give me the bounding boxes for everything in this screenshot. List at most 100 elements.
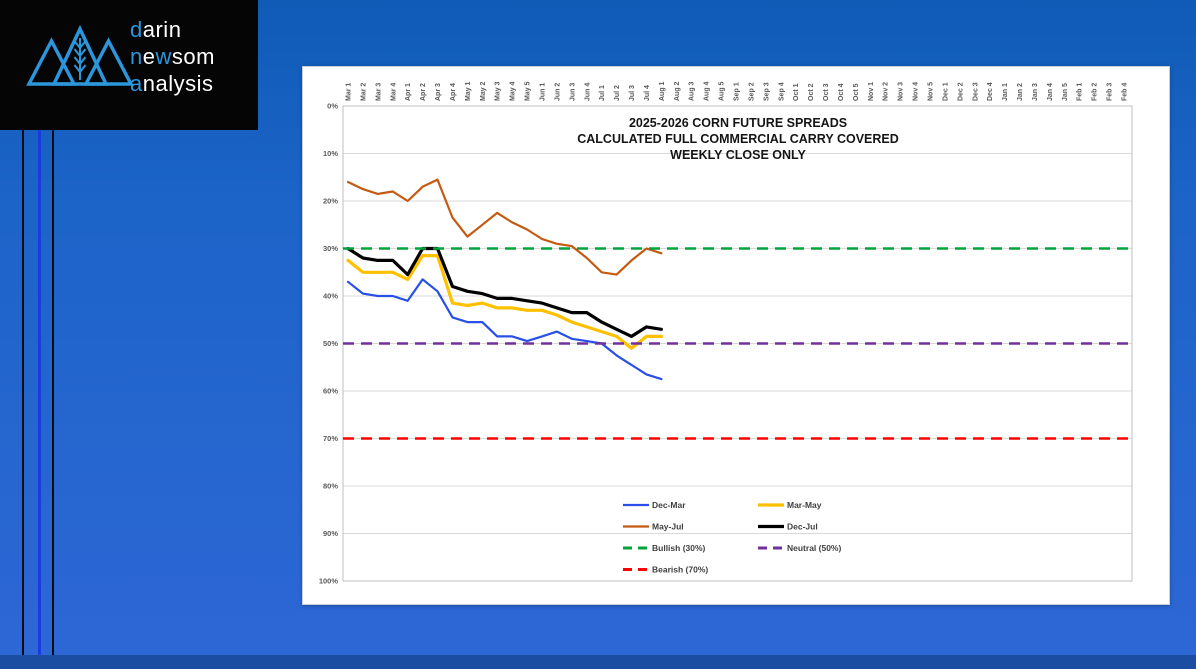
svg-text:Feb 1: Feb 1: [1077, 83, 1084, 101]
svg-text:WEEKLY CLOSE ONLY: WEEKLY CLOSE ONLY: [670, 148, 806, 162]
svg-text:Oct 4: Oct 4: [838, 83, 845, 101]
middle-triangle: [51, 24, 109, 86]
svg-text:20%: 20%: [323, 197, 338, 206]
svg-text:Sep 3: Sep 3: [763, 82, 770, 101]
mountain-triangles-wheat-icon: [26, 24, 134, 86]
svg-text:Sep 1: Sep 1: [733, 82, 740, 101]
svg-text:Apr 4: Apr 4: [450, 83, 457, 101]
legend-label: Dec-Jul: [787, 522, 818, 532]
svg-text:Nov 4: Nov 4: [913, 82, 920, 101]
svg-text:May 4: May 4: [510, 81, 517, 101]
svg-text:Jul 4: Jul 4: [644, 85, 651, 101]
brand-name: darin newsom analysis: [130, 16, 215, 97]
svg-text:CALCULATED FULL COMMERCIAL CAR: CALCULATED FULL COMMERCIAL CARRY COVERED: [577, 132, 899, 146]
svg-text:80%: 80%: [323, 482, 338, 491]
svg-text:May 2: May 2: [480, 81, 487, 101]
series-line-dec-mar: [346, 278, 663, 381]
svg-text:Dec 1: Dec 1: [942, 82, 949, 101]
svg-text:Jan 1: Jan 1: [1002, 83, 1009, 101]
svg-text:Apr 2: Apr 2: [420, 83, 427, 101]
brand-line-3: analysis: [130, 71, 214, 96]
series-line-may-jul: [346, 178, 663, 276]
svg-text:Aug 2: Aug 2: [674, 81, 681, 101]
legend: Dec-Mar Mar-May May-Jul Dec-Jul Bullish (30%…: [623, 500, 841, 575]
left-triangle: [26, 37, 77, 86]
series-line-mar-may: [346, 254, 663, 350]
svg-text:Mar 4: Mar 4: [390, 83, 397, 101]
legend-label: Neutral (50%): [787, 543, 841, 553]
svg-text:Oct 5: Oct 5: [853, 83, 860, 101]
pinstripe-right-black: [52, 130, 54, 656]
svg-text:Jun 4: Jun 4: [584, 83, 591, 101]
svg-text:Nov 3: Nov 3: [898, 82, 905, 101]
legend-label: Bearish (70%): [652, 565, 708, 575]
pinstripe-center-blue: [38, 130, 41, 656]
svg-text:Jun 3: Jun 3: [569, 83, 576, 101]
svg-text:Jul 2: Jul 2: [614, 85, 621, 101]
svg-text:Jan 3: Jan 3: [1032, 83, 1039, 101]
svg-text:May 1: May 1: [465, 81, 472, 101]
svg-text:2025-2026 CORN FUTURE SPREADS: 2025-2026 CORN FUTURE SPREADS: [629, 116, 847, 130]
series-line-dec-jul: [346, 246, 663, 338]
svg-text:Oct 1: Oct 1: [793, 83, 800, 101]
y-axis-labels: 0% 10% 20% 30% 40% 50% 60% 70% 80% 90% 100%: [319, 102, 339, 586]
svg-text:Mar 1: Mar 1: [346, 83, 353, 101]
pinstripe-left-black: [22, 130, 24, 656]
svg-text:Jan 5: Jan 5: [1062, 83, 1069, 101]
svg-text:Aug 4: Aug 4: [704, 81, 711, 101]
svg-text:Aug 1: Aug 1: [659, 81, 666, 101]
svg-text:10%: 10%: [323, 149, 338, 158]
svg-text:30%: 30%: [323, 244, 338, 253]
svg-text:40%: 40%: [323, 292, 338, 301]
svg-text:90%: 90%: [323, 529, 338, 538]
series-lines: [346, 178, 663, 381]
svg-text:Feb 4: Feb 4: [1121, 83, 1128, 101]
legend-label: Dec-Mar: [652, 500, 686, 510]
svg-text:May 5: May 5: [525, 81, 532, 101]
legend-label: May-Jul: [652, 522, 684, 532]
svg-text:70%: 70%: [323, 434, 338, 443]
svg-text:Sep 2: Sep 2: [748, 82, 755, 101]
chart-title: 2025-2026 CORN FUTURE SPREADS CALCULATED …: [577, 116, 899, 162]
footer-bar: [0, 655, 1196, 669]
legend-label: Mar-May: [787, 500, 822, 510]
svg-text:Oct 3: Oct 3: [823, 83, 830, 101]
brand-line-1: darin: [130, 17, 182, 42]
svg-text:0%: 0%: [327, 102, 338, 111]
chart-panel: 0% 10% 20% 30% 40% 50% 60% 70% 80% 90% 100% Mar 1 Ma…: [302, 66, 1170, 605]
svg-text:Feb 2: Feb 2: [1092, 83, 1099, 101]
svg-text:Jul 3: Jul 3: [629, 85, 636, 101]
svg-text:100%: 100%: [319, 577, 339, 586]
svg-text:Jul 1: Jul 1: [599, 85, 606, 101]
reference-lines: [343, 247, 1132, 440]
brand-line-2: newsom: [130, 44, 215, 69]
svg-text:Mar 2: Mar 2: [360, 83, 367, 101]
svg-text:Apr 1: Apr 1: [405, 83, 412, 101]
svg-text:May 3: May 3: [495, 81, 502, 101]
svg-text:Jan 2: Jan 2: [1017, 83, 1024, 101]
svg-text:Nov 1: Nov 1: [868, 82, 875, 101]
svg-text:Mar 3: Mar 3: [375, 83, 382, 101]
legend-label: Bullish (30%): [652, 543, 706, 553]
svg-text:Dec 4: Dec 4: [987, 82, 994, 101]
svg-text:Nov 2: Nov 2: [883, 82, 890, 101]
wheat-ear: [73, 38, 87, 80]
svg-text:50%: 50%: [323, 339, 338, 348]
corn-spreads-chart: 0%10%20%30%40%50%60%70%80%90%100%Mar 1 Ma…: [319, 81, 1133, 586]
svg-text:Jan 4: Jan 4: [1047, 83, 1054, 101]
svg-text:60%: 60%: [323, 387, 338, 396]
svg-text:Dec 3: Dec 3: [972, 82, 979, 101]
x-axis-labels: Mar 1 Mar 2 Mar 3 Mar 4 Apr 1 Apr 2 Apr 3 Apr 4…: [346, 81, 1129, 101]
svg-text:Aug 5: Aug 5: [719, 81, 726, 101]
svg-text:Jun 1: Jun 1: [539, 83, 546, 101]
svg-text:Dec 2: Dec 2: [957, 82, 964, 101]
svg-text:Apr 3: Apr 3: [435, 83, 442, 101]
svg-text:Feb 3: Feb 3: [1107, 83, 1114, 101]
svg-text:Sep 4: Sep 4: [778, 82, 785, 101]
svg-text:Jun 2: Jun 2: [554, 83, 561, 101]
right-triangle: [83, 37, 134, 86]
svg-text:Aug 3: Aug 3: [689, 81, 696, 101]
svg-text:Oct 2: Oct 2: [808, 83, 815, 101]
svg-text:Nov 5: Nov 5: [927, 82, 934, 101]
